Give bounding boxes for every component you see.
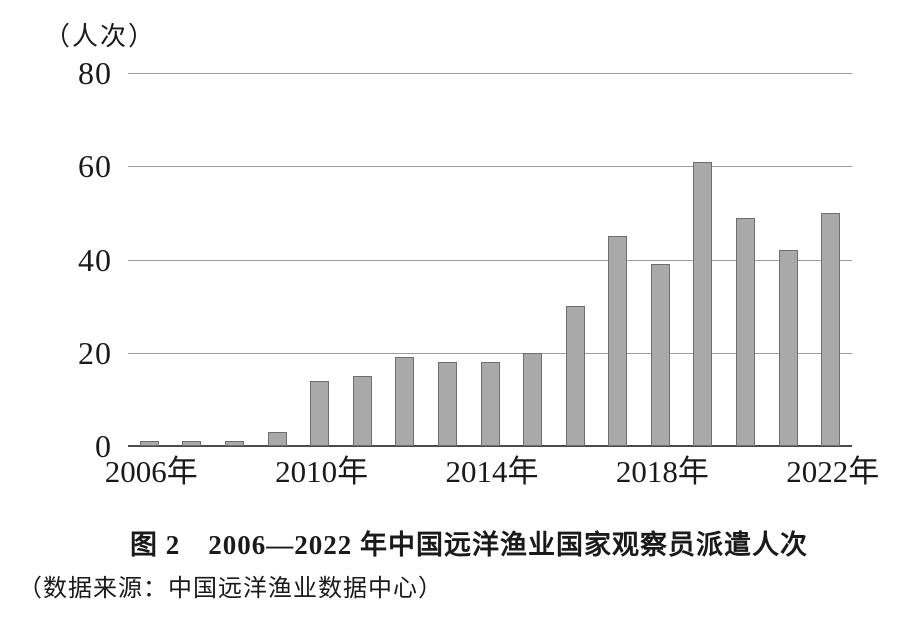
bar-2011 [352, 376, 372, 446]
bar-2016 [565, 306, 585, 446]
bar-2008 [224, 441, 244, 446]
bar-2019 [693, 161, 713, 446]
gridline-20 [128, 352, 852, 354]
bar-2009 [267, 432, 287, 446]
bar-2018 [650, 264, 670, 446]
y-axis-unit-label: （人次） [44, 22, 157, 51]
bar-2007 [182, 441, 202, 446]
gridline-60 [128, 166, 852, 168]
bar-2017 [608, 236, 628, 446]
x-axis-line [128, 445, 852, 447]
x-tick-label-2010年: 2010年 [275, 454, 369, 489]
bar-2010 [310, 380, 330, 446]
figure-caption: 图 2 2006—2022 年中国远洋渔业国家观察员派遣人次 [130, 530, 808, 560]
x-tick-label-2006年: 2006年 [104, 454, 198, 489]
y-tick-label-40: 40 [78, 241, 112, 278]
bar-2022 [821, 212, 841, 446]
y-tick-label-20: 20 [78, 334, 112, 371]
bar-chart: 0 20 40 60 80 2006年 2010年 2014年 2018年 2022年 [78, 55, 880, 489]
y-tick-label-80: 80 [78, 55, 112, 91]
bar-2015 [523, 352, 543, 446]
x-tick-label-2014年: 2014年 [445, 454, 539, 489]
bar-2014 [480, 362, 500, 446]
gridline-40 [128, 259, 852, 261]
bar-2012 [395, 357, 415, 446]
bar-2006 [139, 441, 159, 446]
y-tick-label-0: 0 [95, 428, 112, 464]
y-tick-label-60: 60 [78, 148, 112, 185]
x-tick-label-2018年: 2018年 [615, 454, 709, 489]
bar-2021 [778, 250, 798, 446]
bar-2020 [736, 217, 756, 446]
gridline-80 [128, 73, 852, 74]
data-source-note: （数据来源：中国远洋渔业数据中心） [18, 576, 443, 602]
bar-2013 [437, 362, 457, 446]
x-tick-label-2022年: 2022年 [786, 454, 880, 489]
